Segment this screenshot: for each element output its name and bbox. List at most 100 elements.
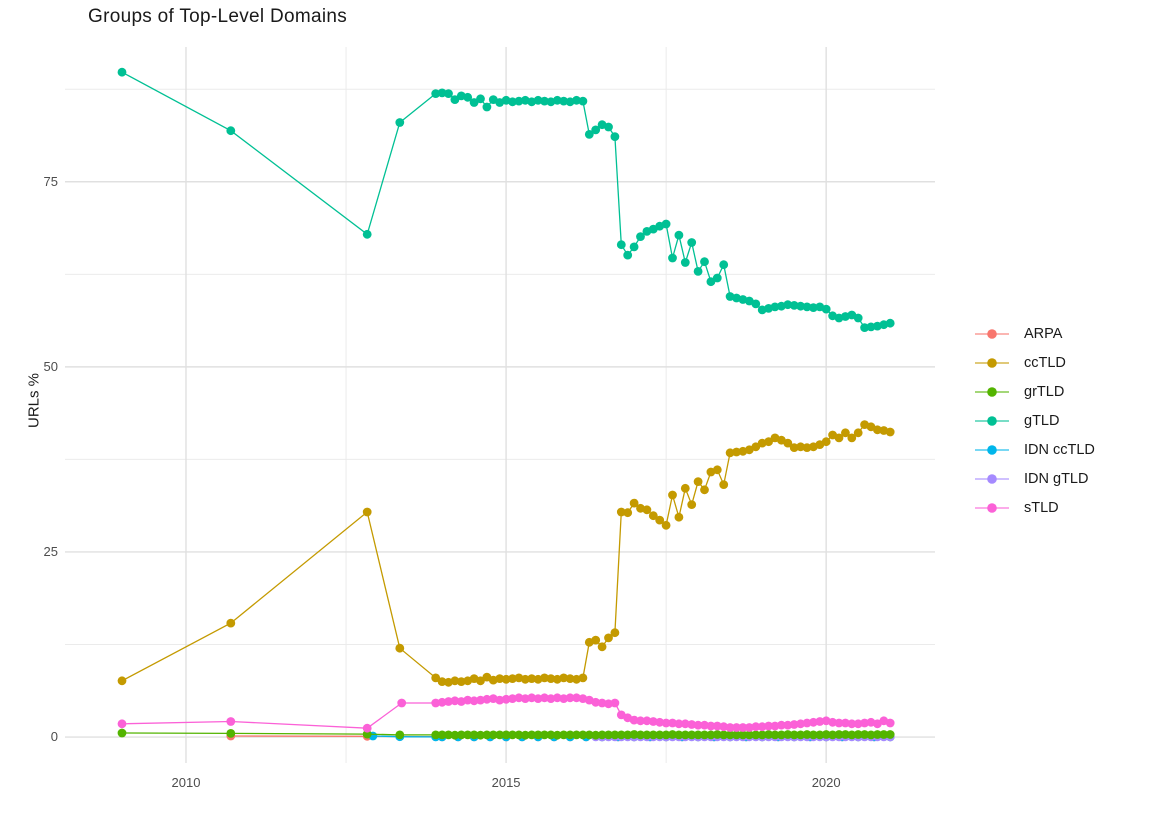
data-point xyxy=(616,507,626,517)
data-point xyxy=(226,729,236,738)
data-point xyxy=(860,730,869,739)
data-point xyxy=(853,313,863,323)
data-point xyxy=(642,716,652,726)
data-point xyxy=(623,730,633,740)
x-tick-label: 2020 xyxy=(811,775,841,790)
data-point xyxy=(841,428,850,438)
data-point xyxy=(687,730,697,740)
data-point xyxy=(751,299,761,309)
data-point xyxy=(732,447,741,457)
data-point xyxy=(700,720,709,730)
data-point xyxy=(770,302,780,312)
legend-label: ARPA xyxy=(1024,325,1063,342)
data-point xyxy=(821,730,831,739)
chart-title: Groups of Top-Level Domains xyxy=(88,6,348,27)
data-point xyxy=(444,730,453,740)
y-tick-label: 0 xyxy=(50,729,58,745)
data-point xyxy=(719,480,729,489)
data-point xyxy=(847,433,857,443)
data-point xyxy=(476,676,485,686)
data-point xyxy=(687,720,697,729)
data-point xyxy=(802,730,812,739)
data-point xyxy=(508,97,517,107)
data-point xyxy=(514,96,524,106)
data-point xyxy=(648,717,658,726)
data-point xyxy=(841,718,850,728)
data-point xyxy=(668,253,677,263)
data-point xyxy=(501,674,511,684)
data-point xyxy=(680,258,690,267)
data-point xyxy=(693,477,703,486)
series-grtld xyxy=(117,728,895,740)
data-point xyxy=(847,730,857,740)
data-point xyxy=(397,698,407,708)
data-point xyxy=(853,730,863,739)
data-point xyxy=(629,242,639,252)
legend: ARPA ccTLD grTLD gTLD IDN ccTLD IDN gTLD sTLD xyxy=(973,319,1095,522)
data-point xyxy=(668,730,677,739)
data-point xyxy=(117,676,127,686)
data-point xyxy=(578,730,588,740)
data-point xyxy=(783,730,793,739)
data-point xyxy=(604,730,613,740)
data-point xyxy=(501,730,511,740)
data-point xyxy=(661,718,671,728)
data-point xyxy=(444,697,453,706)
data-point xyxy=(828,730,837,740)
data-point xyxy=(591,635,601,645)
data-point xyxy=(712,730,722,739)
data-point xyxy=(508,694,517,703)
data-point xyxy=(661,219,671,229)
data-point xyxy=(821,437,831,447)
data-point xyxy=(604,122,613,132)
data-point xyxy=(853,719,863,729)
data-point xyxy=(437,677,447,686)
data-point xyxy=(540,693,549,703)
data-point xyxy=(527,730,537,740)
data-point xyxy=(757,730,767,740)
data-point xyxy=(719,722,729,732)
data-point xyxy=(885,718,895,728)
legend-key-icon xyxy=(975,444,1009,455)
data-point xyxy=(623,250,633,260)
data-point xyxy=(520,674,530,684)
data-point xyxy=(610,698,620,708)
data-point xyxy=(674,719,684,729)
data-point xyxy=(456,730,466,740)
data-point xyxy=(680,483,690,493)
data-point xyxy=(655,730,665,740)
data-point xyxy=(802,443,812,452)
data-point xyxy=(559,730,569,740)
data-point xyxy=(828,717,837,727)
data-point xyxy=(463,92,473,102)
data-point xyxy=(693,730,703,740)
data-point xyxy=(559,96,569,106)
data-point xyxy=(732,723,741,732)
data-point xyxy=(476,695,485,705)
data-point xyxy=(789,443,799,452)
data-point xyxy=(821,304,831,314)
data-point xyxy=(482,694,492,704)
data-point xyxy=(674,730,684,740)
legend-item-gtld: gTLD xyxy=(973,406,1095,435)
data-point xyxy=(540,96,549,106)
data-point xyxy=(520,730,530,740)
data-point xyxy=(584,130,594,139)
data-point xyxy=(732,730,741,740)
data-point xyxy=(597,698,607,708)
data-point xyxy=(738,723,748,732)
data-point xyxy=(796,442,805,452)
data-point xyxy=(495,674,505,683)
data-point xyxy=(777,730,786,740)
data-point xyxy=(395,730,405,740)
data-point xyxy=(789,730,799,740)
data-point xyxy=(783,720,793,730)
y-tick-label: 75 xyxy=(43,173,58,189)
data-point xyxy=(834,730,844,739)
legend-item-stld: sTLD xyxy=(973,493,1095,522)
data-point xyxy=(751,730,761,740)
data-point xyxy=(853,428,863,438)
data-point xyxy=(796,730,805,740)
data-point xyxy=(764,721,773,731)
data-point xyxy=(469,696,479,706)
